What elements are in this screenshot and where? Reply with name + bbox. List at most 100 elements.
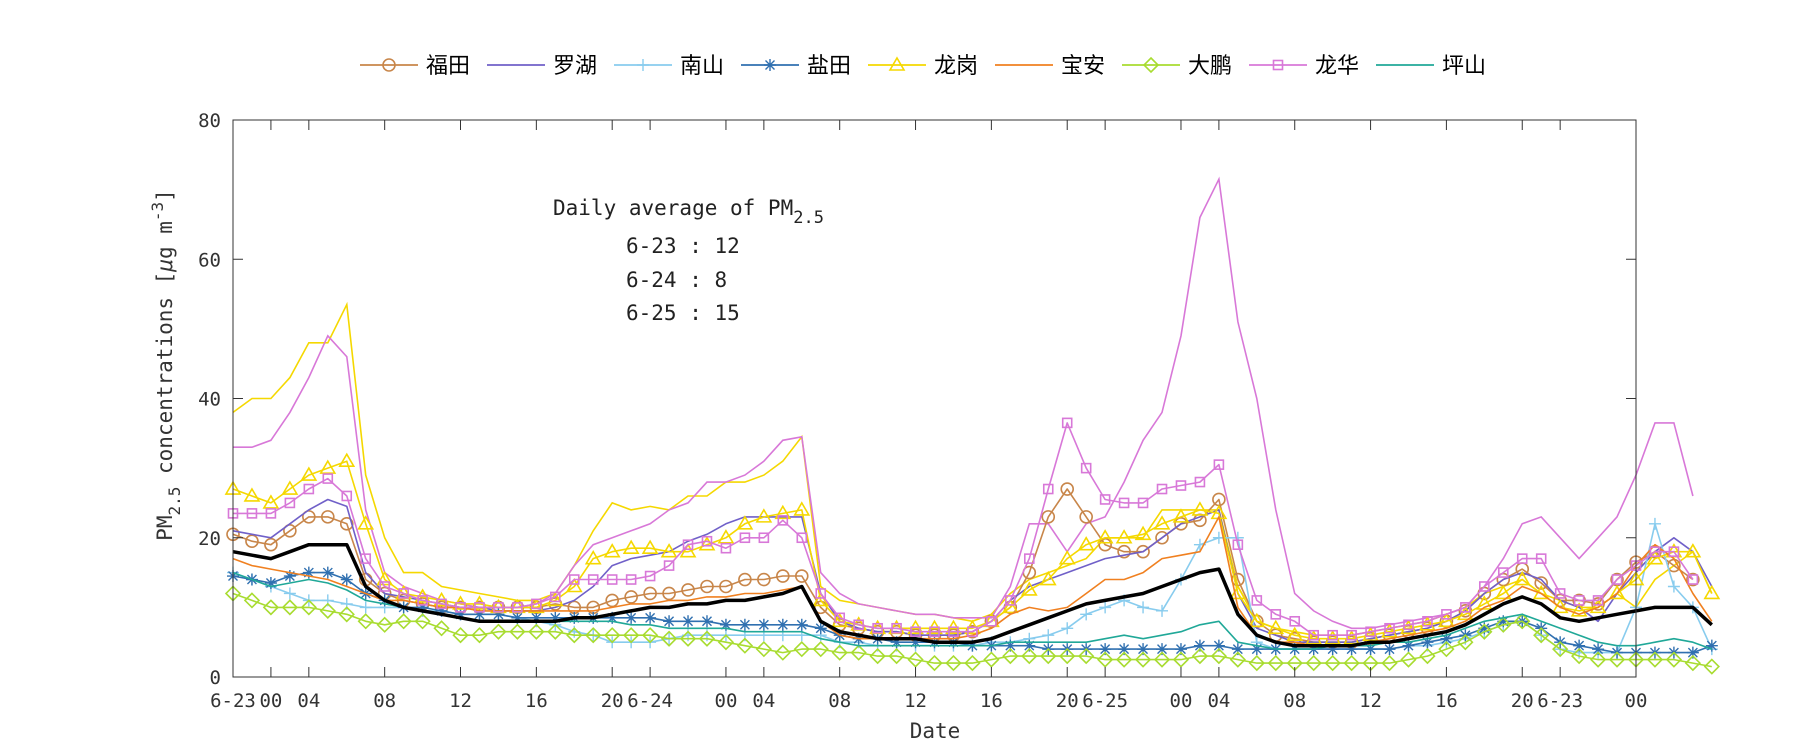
legend-swatch-marker-4: [888, 56, 906, 71]
series-4-point-59: [1343, 630, 1361, 645]
series-4-point-55: [1267, 619, 1285, 635]
series-0-point-22: [643, 586, 657, 601]
y-tick-label-20: 20: [198, 528, 221, 550]
series-7-point-31: [815, 588, 827, 599]
series-4-point-8: [376, 570, 394, 586]
series-4-point-23: [660, 543, 678, 558]
series-2-point-3: [283, 587, 296, 600]
series-0-point-20: [605, 593, 619, 608]
series-7-point-75: [1649, 546, 1661, 557]
series-4-point-56: [1286, 626, 1304, 642]
series-3-point-48: [1137, 643, 1150, 656]
series-6-point-61: [1381, 654, 1398, 672]
series-7-point-16: [531, 598, 542, 610]
series-0-point-26: [719, 579, 733, 594]
series-7-point-60: [1365, 626, 1376, 638]
series-大鹏: [224, 585, 1720, 675]
series-7-point-72: [1592, 595, 1604, 606]
x-tick-label-12: 16: [980, 690, 1003, 712]
series-4-point-18: [565, 577, 583, 593]
series-3-point-11: [435, 604, 448, 617]
legend-swatch-marker-3: [764, 59, 776, 71]
series-3-point-64: [1440, 632, 1453, 645]
series-6-point-76: [1665, 651, 1683, 668]
x-tick-label-7: 6-24: [627, 690, 673, 712]
series-4-point-68: [1513, 570, 1531, 586]
series-4-point-45: [1077, 536, 1095, 551]
series-7-point-13: [474, 602, 485, 613]
series-7-point-28: [758, 532, 770, 544]
series-4-point-24: [679, 543, 697, 558]
series-7-point-7: [360, 553, 372, 564]
legend-label-6: 大鹏: [1188, 54, 1232, 79]
series-3-point-72: [1592, 643, 1605, 656]
series-7-point-47: [1118, 497, 1130, 509]
series-3-point-28: [757, 618, 770, 631]
series-7-point-77: [1687, 574, 1699, 585]
series-3-point-78: [1705, 639, 1718, 652]
series-7-point-65: [1460, 602, 1471, 613]
series-7-point-73: [1611, 574, 1623, 585]
series-7-point-30: [796, 532, 808, 544]
series-6-point-40: [983, 651, 1000, 668]
series-宝安: [232, 516, 1713, 647]
series-7-point-70: [1554, 588, 1566, 599]
annotation-title-sub: 2.5: [793, 208, 824, 228]
series-7-point-39: [967, 626, 978, 638]
series-4-point-6: [338, 452, 356, 467]
series-6-point-16: [528, 623, 545, 640]
series-6-point-59: [1343, 654, 1360, 672]
series-0-point-45: [1079, 510, 1093, 524]
series-6-point-20: [604, 627, 621, 644]
series-6-point-54: [1248, 654, 1265, 672]
series-0-point-49: [1155, 530, 1169, 545]
series-4-point-70: [1551, 598, 1569, 614]
series-7-point-27: [739, 532, 751, 544]
y-axis-title-sup: -3: [148, 202, 167, 221]
series-4-point-27: [736, 515, 754, 530]
series-4-point-17: [546, 591, 564, 607]
legend-label-0: 福田: [426, 54, 470, 79]
series-4-point-25: [698, 536, 716, 551]
series-7-point-34: [872, 622, 883, 634]
series-7-point-67: [1497, 567, 1509, 578]
series-0-point-30: [794, 569, 809, 583]
series-3-point-26: [719, 618, 732, 631]
series-6-point-19: [585, 627, 602, 644]
series-3-point-30: [795, 618, 808, 631]
series-6-point-7: [357, 613, 374, 630]
series-6-point-38: [945, 654, 962, 672]
series-4-point-42: [1020, 581, 1038, 596]
series-3-point-2: [264, 577, 277, 590]
series-7-point-3: [284, 497, 296, 509]
series-3-point-61: [1383, 643, 1396, 656]
daily-average-annotation: Daily average of PM2.5 6-23 : 12 6-24 : …: [553, 196, 824, 325]
series-3-point-51: [1193, 639, 1206, 652]
series-3-point-71: [1573, 639, 1586, 652]
series-0-point-6: [339, 517, 354, 531]
series-3-point-60: [1364, 643, 1377, 656]
y-axis-title-mu: μ: [153, 259, 177, 273]
x-tick-label-0: 6-23: [210, 690, 256, 712]
x-tick-label-11: 12: [904, 690, 927, 712]
series-4-point-78: [1703, 584, 1721, 600]
series-2-point-49: [1156, 604, 1169, 617]
series-3-point-6: [340, 573, 353, 586]
series-4-point-75: [1646, 550, 1664, 565]
series-3-point-42: [1023, 639, 1036, 652]
x-axis-title: Date: [910, 719, 961, 743]
series-0-point-50: [1174, 517, 1188, 531]
series-3-point-31: [814, 622, 827, 635]
series-0-point-21: [624, 590, 638, 604]
series-4-point-72: [1589, 598, 1607, 614]
series-6-point-24: [679, 630, 697, 647]
series-4-point-62: [1400, 619, 1417, 635]
series-2-point-45: [1080, 608, 1093, 621]
series-6-point-50: [1172, 651, 1190, 668]
series-6-point-35: [888, 647, 905, 665]
series-6-point-77: [1684, 654, 1702, 672]
series-2-point-46: [1099, 601, 1112, 614]
series-0-point-43: [1041, 510, 1056, 524]
series-7-point-41: [1005, 595, 1016, 606]
series-龙华: [227, 417, 1699, 641]
